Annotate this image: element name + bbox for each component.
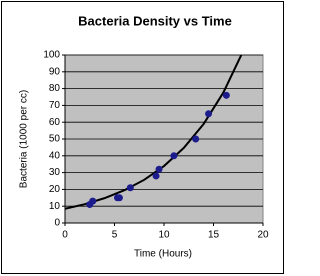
y-tick-label: 60 (49, 117, 61, 128)
y-tick-label: 40 (49, 150, 61, 161)
data-point (155, 165, 163, 173)
y-tick-label: 30 (49, 167, 61, 178)
y-tick-label: 90 (49, 66, 61, 77)
data-point (205, 110, 213, 118)
y-tick-label: 80 (49, 83, 61, 94)
x-tick-label: 15 (208, 230, 220, 241)
data-point (222, 91, 230, 99)
data-point (115, 194, 123, 202)
data-point (192, 135, 200, 143)
data-point (89, 197, 97, 205)
x-tick-label: 20 (257, 230, 269, 241)
data-point (152, 172, 160, 180)
y-tick-label: 100 (43, 50, 60, 61)
y-tick-label: 70 (49, 100, 61, 111)
data-point (126, 184, 134, 192)
x-tick-label: 0 (62, 230, 68, 241)
y-tick-label: 0 (54, 218, 60, 229)
y-tick-label: 50 (49, 134, 61, 145)
chart: Bacteria Density vs Time Time (Hours) Ba… (1, 1, 284, 274)
y-tick-label: 20 (49, 184, 61, 195)
chart-title: Bacteria Density vs Time (78, 13, 232, 28)
x-tick-label: 10 (158, 230, 170, 241)
y-tick-label: 10 (49, 201, 61, 212)
data-point (170, 152, 178, 160)
x-tick-label: 5 (112, 230, 118, 241)
x-axis-label: Time (Hours) (134, 249, 192, 260)
y-axis-label: Bacteria (1000 per cc) (19, 90, 30, 188)
